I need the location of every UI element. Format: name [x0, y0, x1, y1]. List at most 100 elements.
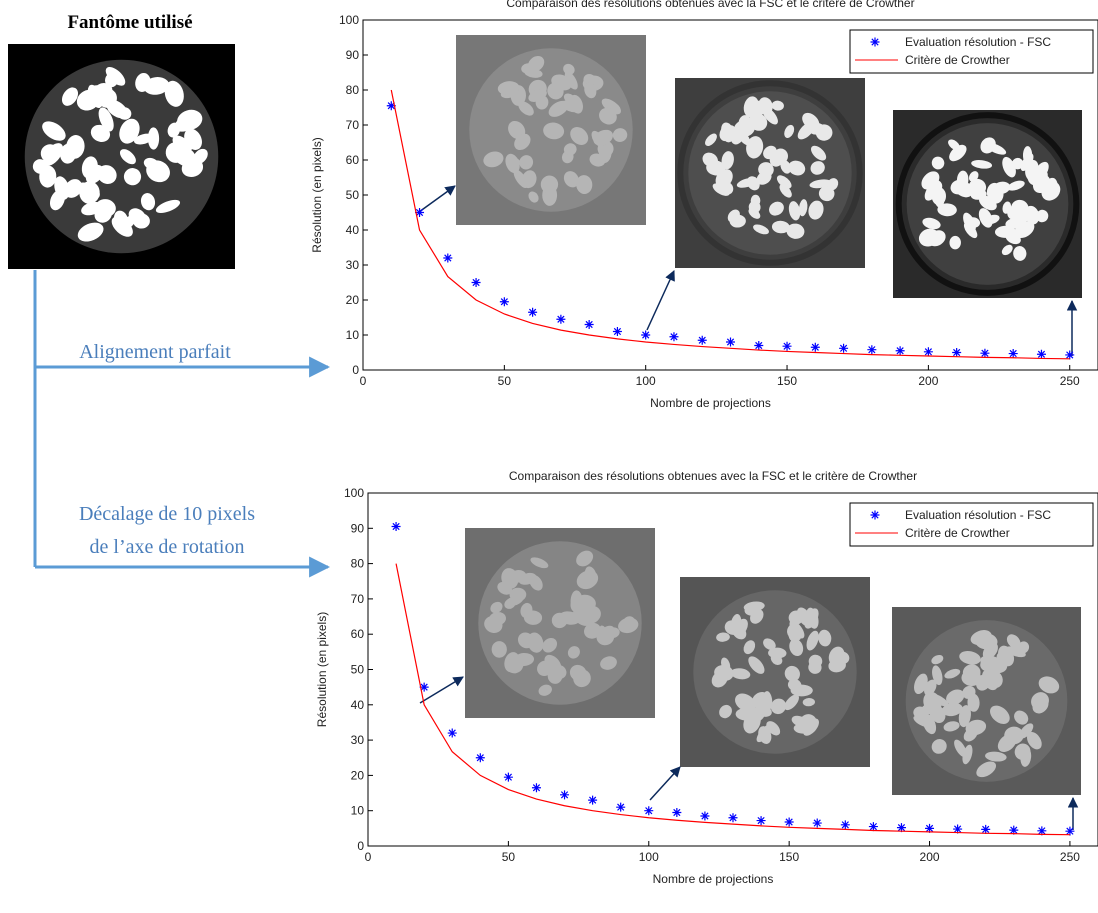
- blob: [932, 665, 943, 686]
- blob: [105, 67, 126, 86]
- fsc-marker: [386, 101, 396, 111]
- x-axis-label: Nombre de projections: [653, 872, 774, 886]
- blob: [803, 718, 819, 736]
- fsc-marker: [641, 330, 651, 340]
- fsc-marker: [700, 811, 710, 821]
- fsc-marker: [728, 813, 738, 823]
- blob: [584, 566, 597, 585]
- y-axis-label: Résolution (en pixels): [310, 137, 324, 252]
- blob: [744, 604, 760, 616]
- blob: [1007, 180, 1025, 191]
- x-tick-label: 50: [498, 374, 512, 388]
- blob: [771, 100, 784, 111]
- fsc-marker: [471, 278, 481, 287]
- y-tick-label: 100: [344, 486, 364, 500]
- fsc-marker: [556, 314, 566, 324]
- blob: [818, 629, 832, 647]
- blob: [538, 684, 552, 696]
- fsc-marker: [782, 341, 792, 351]
- blob: [924, 182, 940, 201]
- blob: [953, 179, 973, 198]
- blob: [802, 697, 816, 707]
- blob: [780, 160, 792, 174]
- blob: [563, 93, 578, 106]
- blob: [1013, 246, 1027, 261]
- y-tick-label: 20: [351, 768, 365, 782]
- blob: [811, 145, 827, 161]
- blob: [976, 761, 997, 778]
- blob: [750, 194, 761, 207]
- fsc-marker: [868, 822, 878, 832]
- x-tick-label: 250: [1060, 850, 1080, 864]
- fsc-marker: [754, 341, 764, 350]
- fsc-marker: [840, 820, 850, 830]
- y-tick-label: 0: [352, 363, 359, 377]
- disk: [905, 620, 1068, 782]
- y-tick-label: 50: [351, 663, 365, 677]
- legend-label: Evaluation résolution - FSC: [905, 508, 1051, 522]
- blob: [599, 107, 617, 125]
- blob: [1026, 159, 1039, 174]
- fsc-marker: [812, 818, 822, 828]
- blob: [788, 201, 801, 221]
- phantom-title: Fantôme utilisé: [67, 12, 192, 33]
- arrow: [646, 270, 675, 331]
- blob: [600, 656, 617, 670]
- x-tick-label: 100: [636, 374, 656, 388]
- blob: [758, 726, 772, 744]
- blob: [768, 647, 787, 659]
- blob: [530, 557, 549, 569]
- blob: [1005, 646, 1026, 658]
- blob: [922, 713, 937, 735]
- blob: [730, 668, 751, 680]
- blob: [982, 642, 998, 660]
- blob: [97, 165, 117, 184]
- crowther-line: [390, 89, 1070, 360]
- fsc-marker: [616, 802, 626, 812]
- blob: [1020, 153, 1034, 172]
- blob: [509, 570, 527, 583]
- blob: [1038, 676, 1060, 694]
- blob: [930, 694, 949, 707]
- blob: [564, 71, 578, 90]
- chart: Comparaison des résolutions obtenues ave…: [315, 469, 1098, 886]
- inset-image: [465, 528, 655, 718]
- blob: [730, 613, 742, 635]
- blob: [712, 183, 730, 196]
- blob: [733, 119, 755, 138]
- blob: [1032, 174, 1051, 194]
- blob: [584, 622, 601, 639]
- y-tick-label: 40: [351, 698, 365, 712]
- blob: [806, 630, 819, 651]
- blob: [962, 744, 973, 765]
- x-tick-label: 200: [918, 374, 938, 388]
- blob: [784, 665, 800, 682]
- blob: [808, 200, 824, 220]
- fsc-marker: [980, 348, 990, 358]
- blob: [961, 669, 982, 686]
- arrow: [418, 185, 456, 213]
- fsc-marker: [981, 824, 991, 834]
- blob: [705, 133, 717, 146]
- blob: [944, 668, 961, 679]
- blob: [1020, 747, 1032, 767]
- x-tick-label: 250: [1060, 374, 1080, 388]
- fsc-marker: [784, 817, 794, 827]
- blob: [735, 693, 756, 712]
- blob: [985, 751, 1007, 762]
- fsc-marker: [1065, 826, 1075, 836]
- fsc-marker: [669, 332, 679, 342]
- blob: [984, 214, 1000, 225]
- blob: [931, 739, 947, 754]
- x-tick-label: 0: [360, 374, 367, 388]
- legend-label: Critère de Crowther: [905, 526, 1010, 540]
- legend-marker: [870, 37, 880, 47]
- inset-image: [456, 35, 646, 225]
- blob: [42, 121, 66, 141]
- blob: [788, 626, 803, 642]
- fsc-marker: [644, 806, 654, 816]
- fsc-marker: [503, 772, 513, 782]
- blob: [1001, 244, 1013, 256]
- fsc-marker: [560, 790, 570, 800]
- legend-marker: [870, 510, 880, 520]
